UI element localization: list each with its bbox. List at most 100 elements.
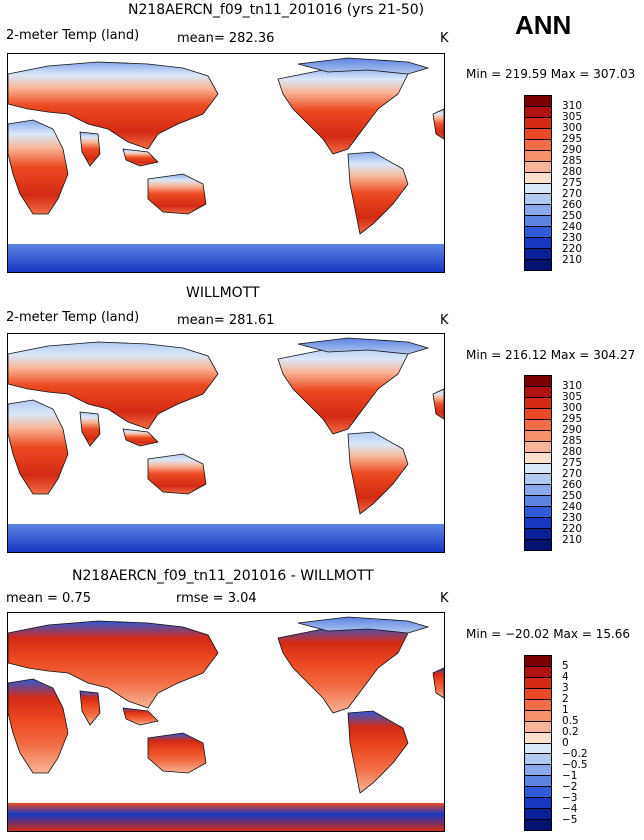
- colorbar-tick-label: 4: [562, 671, 569, 683]
- colorbar-tick-label: 270: [562, 188, 583, 200]
- colorbar-swatch: [525, 260, 551, 270]
- colorbar-swatch: [525, 787, 551, 799]
- arctic-landmass: [297, 337, 430, 355]
- colorbar: [524, 655, 552, 831]
- colorbar-tick-label: 275: [562, 177, 583, 189]
- africa-landmass: [8, 399, 69, 495]
- colorbar-swatch: [525, 161, 551, 173]
- colorbar-tick-label: 305: [562, 111, 583, 123]
- colorbar-tick-label: −0.2: [562, 748, 588, 760]
- colorbar-tick-label: 210: [562, 534, 583, 546]
- colorbar-tick-label: 270: [562, 468, 583, 480]
- greenland-landmass: [432, 108, 444, 140]
- panel-title: N218AERCN_f09_tn11_201016 - WILLMOTT: [72, 568, 374, 584]
- antarctica-landmass: [8, 803, 444, 831]
- colorbar-tick-label: −5: [562, 814, 578, 826]
- colorbar-swatch: [525, 172, 551, 184]
- south-america-landmass: [347, 431, 409, 515]
- panel-title: WILLMOTT: [186, 285, 260, 301]
- colorbar-swatch: [525, 666, 551, 678]
- north-america-landmass: [277, 345, 409, 435]
- colorbar-swatch: [525, 699, 551, 711]
- colorbar-swatch: [525, 820, 551, 830]
- colorbar-tick-label: 300: [562, 122, 583, 134]
- colorbar-swatch: [525, 216, 551, 228]
- eurasia-landmass: [8, 341, 219, 430]
- mean-diff: mean = 0.75: [6, 591, 91, 606]
- colorbar-tick-label: 295: [562, 413, 583, 425]
- minmax-text: Min = −20.02 Max = 15.66: [466, 627, 631, 641]
- colorbar-tick-label: 290: [562, 144, 583, 156]
- colorbar-swatch: [525, 128, 551, 140]
- colorbar-swatch: [525, 540, 551, 550]
- colorbar-tick-label: −3: [562, 792, 578, 804]
- colorbar-swatch: [525, 397, 551, 409]
- north-america-landmass: [277, 624, 409, 714]
- eurasia-landmass: [8, 61, 219, 150]
- colorbar-tick-label: 305: [562, 391, 583, 403]
- minmax-text: Min = 216.12 Max = 304.27: [466, 348, 636, 362]
- greenland-landmass: [432, 667, 444, 699]
- south-america-landmass: [347, 710, 409, 794]
- colorbar-swatch: [525, 150, 551, 162]
- colorbar-tick-label: 285: [562, 155, 583, 167]
- india-landmass: [79, 690, 101, 726]
- colorbar-swatch: [525, 139, 551, 151]
- colorbar-swatch: [525, 474, 551, 486]
- colorbar-swatch: [525, 721, 551, 733]
- colorbar-swatch: [525, 754, 551, 766]
- map-plot: [7, 612, 445, 832]
- colorbar-swatch: [525, 238, 551, 250]
- colorbar-tick-label: 230: [562, 512, 583, 524]
- colorbar-swatch: [525, 106, 551, 118]
- indonesia-landmass: [122, 428, 159, 447]
- colorbar-tick-label: 250: [562, 210, 583, 222]
- units-label: K: [440, 591, 449, 606]
- colorbar-tick-label: 220: [562, 243, 583, 255]
- colorbar-tick-label: 280: [562, 446, 583, 458]
- colorbar-tick-label: 2: [562, 693, 569, 705]
- field-label: 2-meter Temp (land): [6, 310, 140, 325]
- australia-landmass: [147, 453, 207, 495]
- colorbar-tick-label: 310: [562, 380, 583, 392]
- antarctica-landmass: [8, 524, 444, 552]
- colorbar-swatch: [525, 408, 551, 420]
- colorbar-swatch: [525, 430, 551, 442]
- colorbar-tick-label: 260: [562, 479, 583, 491]
- africa-landmass: [8, 119, 69, 215]
- colorbar-tick-label: −1: [562, 770, 578, 782]
- arctic-landmass: [297, 616, 430, 634]
- colorbar-swatch: [525, 656, 551, 667]
- colorbar-swatch: [525, 688, 551, 700]
- colorbar-tick-label: 295: [562, 133, 583, 145]
- panel-title: N218AERCN_f09_tn11_201016 (yrs 21-50): [128, 2, 425, 18]
- season-label: ANN: [515, 10, 572, 40]
- colorbar-swatch: [525, 518, 551, 530]
- colorbar-tick-label: 310: [562, 100, 583, 112]
- india-landmass: [79, 131, 101, 167]
- rmse-value: rmse = 3.04: [176, 591, 257, 606]
- colorbar-tick-label: 5: [562, 660, 569, 672]
- colorbar-tick-label: 0.2: [562, 726, 579, 738]
- colorbar-swatch: [525, 441, 551, 453]
- colorbar-swatch: [525, 386, 551, 398]
- colorbar-tick-label: 3: [562, 682, 569, 694]
- colorbar-tick-label: 220: [562, 523, 583, 535]
- antarctica-landmass: [8, 244, 444, 272]
- colorbar-swatch: [525, 765, 551, 777]
- colorbar-swatch: [525, 419, 551, 431]
- colorbar-tick-label: 0.5: [562, 715, 579, 727]
- colorbar-tick-label: 250: [562, 490, 583, 502]
- mean-value: mean= 281.61: [177, 313, 275, 328]
- indonesia-landmass: [122, 707, 159, 726]
- colorbar-tick-label: −4: [562, 803, 578, 815]
- colorbar-tick-label: 210: [562, 254, 583, 266]
- map-plot: [7, 53, 445, 273]
- north-america-landmass: [277, 65, 409, 155]
- colorbar-swatch: [525, 798, 551, 810]
- mean-value: mean= 282.36: [177, 31, 275, 46]
- eurasia-landmass: [8, 620, 219, 709]
- australia-landmass: [147, 732, 207, 774]
- australia-landmass: [147, 173, 207, 215]
- colorbar-swatch: [525, 677, 551, 689]
